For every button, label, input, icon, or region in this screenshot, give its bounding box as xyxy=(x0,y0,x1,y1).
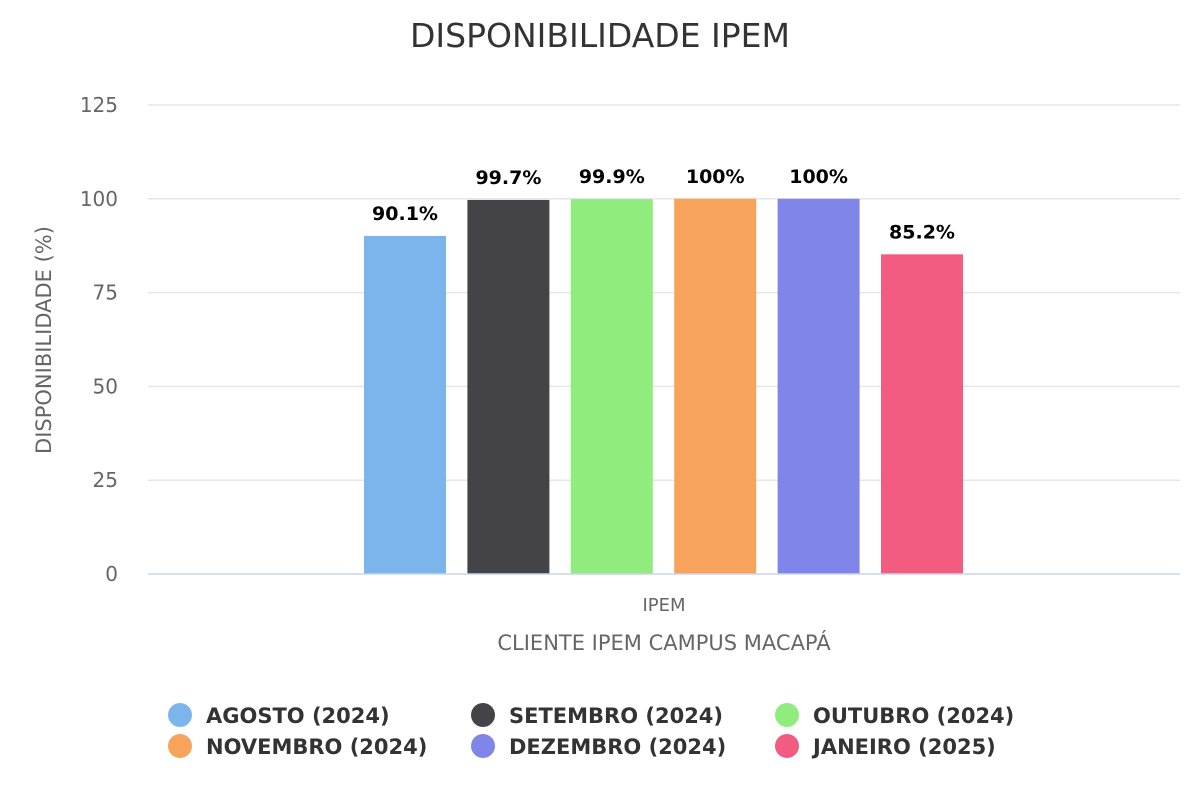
data-label: 99.9% xyxy=(579,166,645,188)
grid-lines xyxy=(148,104,1180,481)
y-tick-label: 100 xyxy=(80,187,118,211)
legend-label: OUTUBRO (2024) xyxy=(813,704,1014,728)
legend-marker xyxy=(775,734,799,758)
legend-marker xyxy=(471,703,495,727)
data-labels: 90.1% 99.7% 99.9% 100% 100% 85.2% xyxy=(372,166,955,244)
legend-label: SETEMBRO (2024) xyxy=(509,704,723,728)
bar[interactable] xyxy=(881,254,963,575)
data-label: 100% xyxy=(789,166,848,188)
legend-item[interactable]: NOVEMBRO (2024) xyxy=(168,734,427,759)
x-category-label: IPEM xyxy=(642,595,685,616)
y-tick-label: 75 xyxy=(93,281,118,305)
data-label: 90.1% xyxy=(372,203,438,225)
legend: AGOSTO (2024) SETEMBRO (2024) OUTUBRO (202… xyxy=(168,703,1014,759)
legend-marker xyxy=(168,734,192,758)
legend-item[interactable]: AGOSTO (2024) xyxy=(168,703,390,728)
data-label: 100% xyxy=(686,166,745,188)
bar[interactable] xyxy=(467,199,550,574)
bar[interactable] xyxy=(570,199,653,574)
x-axis-categories: IPEM xyxy=(642,595,685,616)
y-tick-label: 50 xyxy=(93,374,118,398)
data-label: 99.7% xyxy=(475,167,541,189)
legend-item[interactable]: DEZEMBRO (2024) xyxy=(471,734,726,759)
legend-item[interactable]: OUTUBRO (2024) xyxy=(775,703,1014,728)
legend-marker xyxy=(168,703,192,727)
chart-title: DISPONIBILIDADE IPEM xyxy=(410,16,790,55)
legend-label: AGOSTO (2024) xyxy=(206,704,390,728)
legend-label: DEZEMBRO (2024) xyxy=(509,735,726,759)
legend-marker xyxy=(471,734,495,758)
legend-label: NOVEMBRO (2024) xyxy=(206,735,427,759)
legend-item[interactable]: JANEIRO (2025) xyxy=(775,734,996,759)
y-tick-label: 25 xyxy=(93,468,118,492)
bars xyxy=(364,198,963,575)
bar[interactable] xyxy=(364,235,446,574)
y-axis-ticks: 0 25 50 75 100 125 xyxy=(80,93,118,586)
y-axis-title: DISPONIBILIDADE (%) xyxy=(32,226,56,454)
legend-label: JANEIRO (2025) xyxy=(811,735,996,759)
y-tick-label: 0 xyxy=(105,562,118,586)
bar[interactable] xyxy=(674,198,757,575)
legend-marker xyxy=(775,703,799,727)
x-axis-title: CLIENTE IPEM CAMPUS MACAPÁ xyxy=(497,630,831,655)
bar[interactable] xyxy=(777,198,860,575)
data-label: 85.2% xyxy=(889,221,955,243)
legend-item[interactable]: SETEMBRO (2024) xyxy=(471,703,723,728)
y-tick-label: 125 xyxy=(80,93,118,117)
